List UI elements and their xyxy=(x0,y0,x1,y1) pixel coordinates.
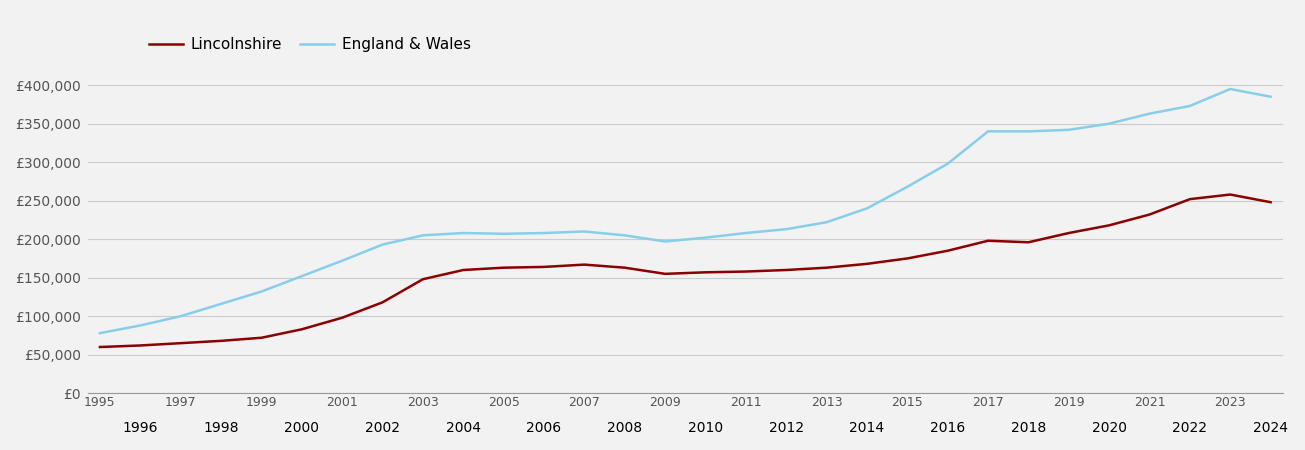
Lincolnshire xyxy=(577,262,592,267)
England & Wales xyxy=(93,330,108,336)
England & Wales xyxy=(294,274,309,279)
Lincolnshire xyxy=(658,271,673,277)
Lincolnshire xyxy=(455,267,471,273)
England & Wales xyxy=(1101,121,1117,126)
Lincolnshire xyxy=(859,261,874,266)
Lincolnshire xyxy=(698,270,714,275)
Lincolnshire xyxy=(213,338,228,343)
Line: Lincolnshire: Lincolnshire xyxy=(100,194,1271,347)
England & Wales xyxy=(899,184,915,189)
Lincolnshire xyxy=(1101,223,1117,228)
England & Wales xyxy=(1182,103,1198,108)
Lincolnshire xyxy=(375,300,390,305)
England & Wales xyxy=(658,239,673,244)
Lincolnshire xyxy=(415,277,431,282)
Lincolnshire xyxy=(899,256,915,261)
Lincolnshire xyxy=(1061,230,1077,236)
Line: England & Wales: England & Wales xyxy=(100,89,1271,333)
England & Wales xyxy=(375,242,390,248)
Lincolnshire xyxy=(1182,197,1198,202)
Lincolnshire xyxy=(1021,239,1036,245)
England & Wales xyxy=(1021,129,1036,134)
England & Wales xyxy=(577,229,592,234)
England & Wales xyxy=(213,301,228,306)
Lincolnshire xyxy=(536,264,552,270)
Lincolnshire xyxy=(739,269,754,274)
Lincolnshire xyxy=(1223,192,1238,197)
England & Wales xyxy=(1061,127,1077,133)
Lincolnshire xyxy=(133,343,149,348)
England & Wales xyxy=(1142,111,1158,117)
Lincolnshire xyxy=(496,265,512,270)
England & Wales xyxy=(739,230,754,236)
Lincolnshire xyxy=(617,265,633,270)
England & Wales xyxy=(253,289,269,294)
England & Wales xyxy=(536,230,552,236)
Lincolnshire xyxy=(172,341,188,346)
England & Wales xyxy=(455,230,471,236)
Legend: Lincolnshire, England & Wales: Lincolnshire, England & Wales xyxy=(144,31,476,58)
Lincolnshire xyxy=(818,265,834,270)
England & Wales xyxy=(1263,94,1279,99)
England & Wales xyxy=(334,258,350,263)
Lincolnshire xyxy=(940,248,955,253)
Lincolnshire xyxy=(253,335,269,341)
Lincolnshire xyxy=(980,238,996,243)
Lincolnshire xyxy=(778,267,793,273)
England & Wales xyxy=(859,206,874,211)
England & Wales xyxy=(415,233,431,238)
England & Wales xyxy=(698,235,714,240)
England & Wales xyxy=(1223,86,1238,92)
Lincolnshire xyxy=(1263,199,1279,205)
England & Wales xyxy=(496,231,512,237)
Lincolnshire xyxy=(93,344,108,350)
Lincolnshire xyxy=(1142,212,1158,217)
England & Wales xyxy=(172,314,188,319)
Lincolnshire xyxy=(334,315,350,320)
England & Wales xyxy=(818,220,834,225)
Lincolnshire xyxy=(294,327,309,332)
England & Wales xyxy=(940,161,955,166)
England & Wales xyxy=(980,129,996,134)
England & Wales xyxy=(778,226,793,232)
England & Wales xyxy=(617,233,633,238)
England & Wales xyxy=(133,323,149,328)
